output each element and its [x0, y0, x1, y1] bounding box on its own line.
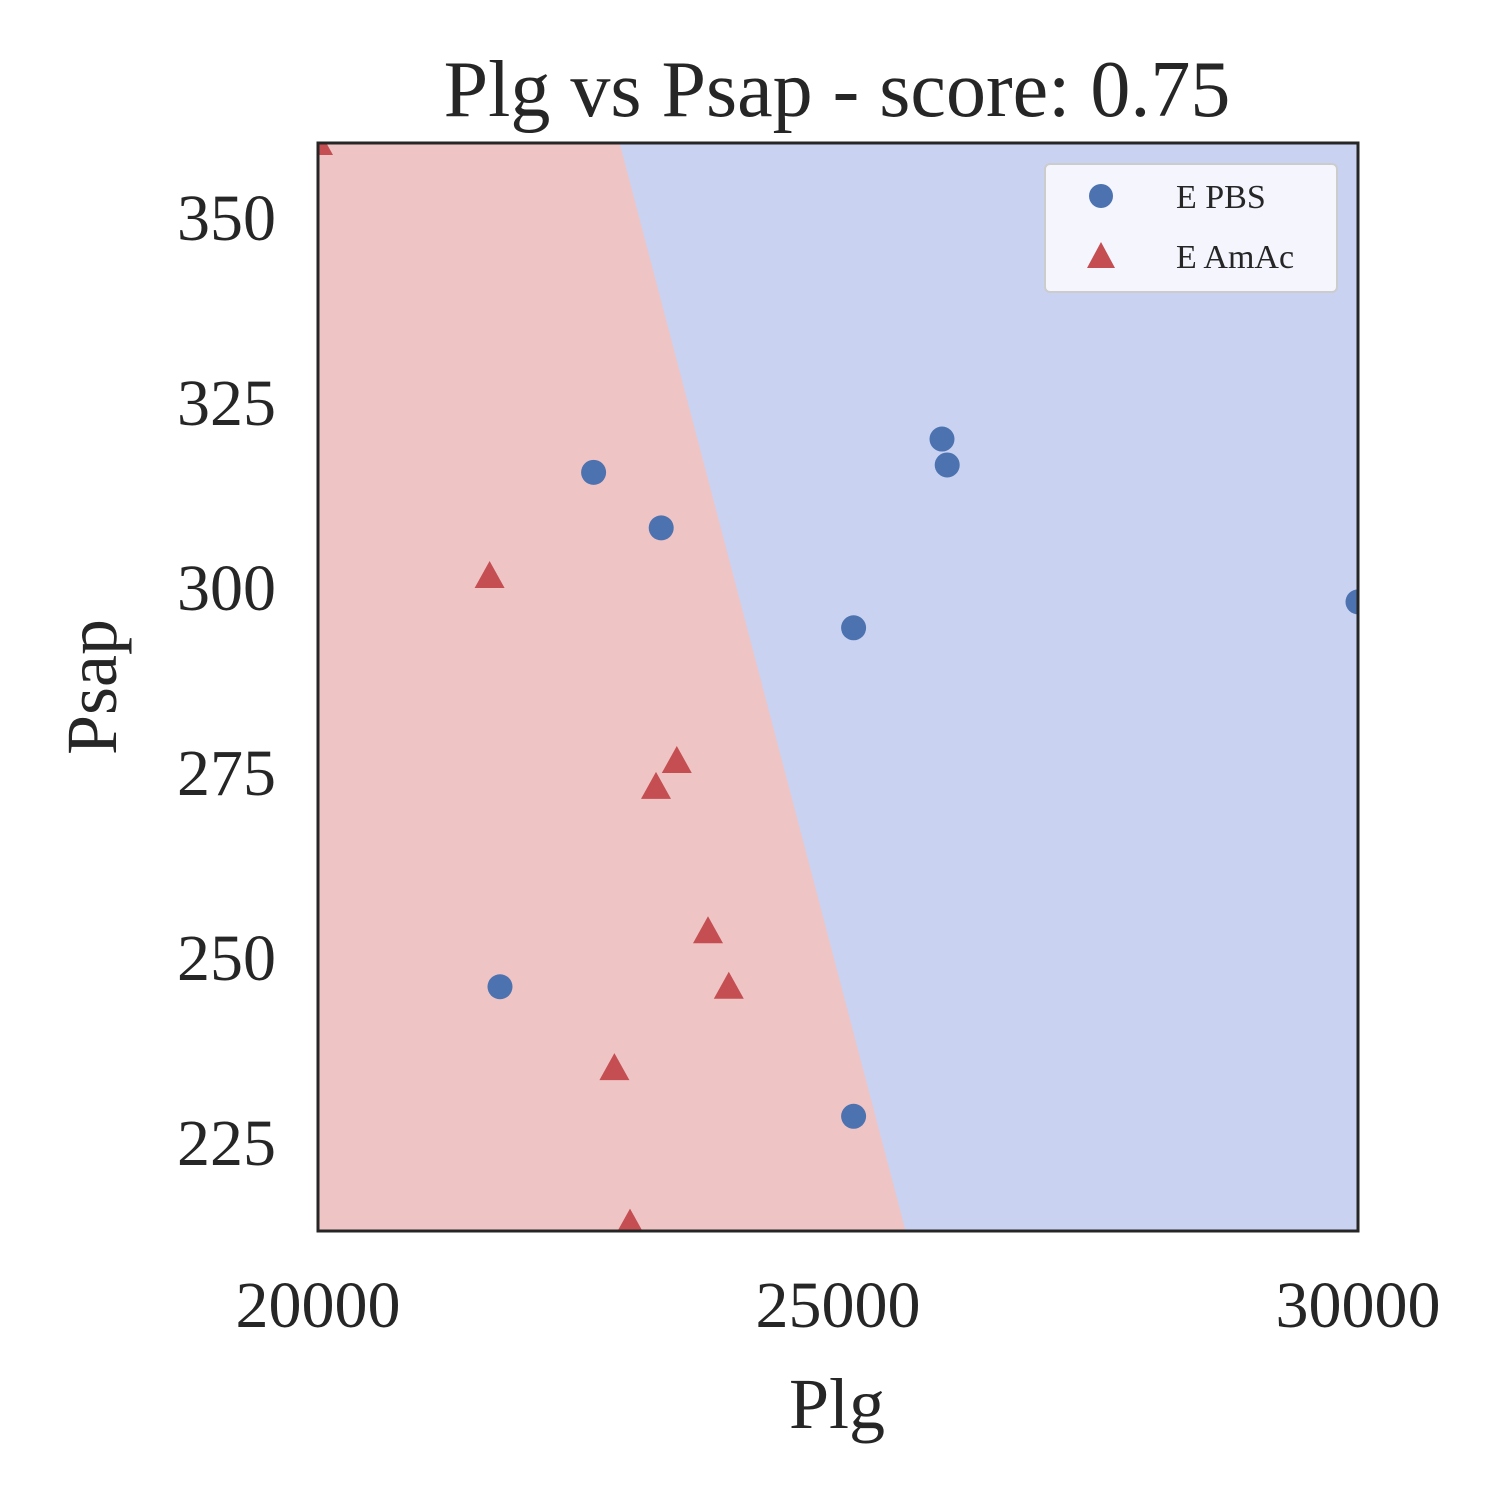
y-tick-label: 350	[177, 182, 276, 255]
point-e-amac	[599, 1053, 630, 1081]
point-e-amac	[713, 971, 744, 999]
point-e-amac	[693, 916, 723, 944]
point-e-pbs	[841, 615, 867, 641]
point-e-pbs	[934, 452, 960, 478]
region-e-amac	[318, 143, 906, 1231]
point-e-amac	[661, 746, 692, 774]
y-tick-label: 225	[177, 1107, 276, 1180]
y-tick-label: 300	[177, 552, 276, 625]
plot-area	[316, 141, 1360, 1233]
point-e-pbs	[581, 459, 607, 485]
point-e-amac	[641, 771, 671, 799]
x-tick-label: 30000	[1276, 1269, 1441, 1342]
legend-marker-e-amac	[1087, 242, 1115, 268]
x-axis-label: Plg	[789, 1364, 885, 1444]
point-e-amac	[318, 143, 333, 155]
y-tick-label: 275	[177, 737, 276, 810]
point-e-amac	[474, 560, 505, 588]
legend-label: E AmAc	[1176, 239, 1294, 276]
y-axis-ticks: 225 250 275 300 325 350	[177, 182, 276, 1180]
point-e-pbs	[1345, 589, 1358, 615]
point-e-amac	[617, 1208, 643, 1231]
plot-frame	[316, 141, 1360, 1233]
point-e-pbs	[841, 1103, 867, 1129]
x-axis-ticks: 20000 25000 30000	[236, 1269, 1441, 1342]
point-e-pbs	[929, 426, 955, 452]
y-tick-label: 250	[177, 922, 276, 995]
y-tick-label: 325	[177, 367, 276, 440]
point-e-pbs	[648, 515, 674, 541]
legend-label: E PBS	[1176, 179, 1266, 216]
chart-title: Plg vs Psap - score: 0.75	[444, 46, 1231, 134]
legend-marker-e-pbs	[1089, 184, 1113, 208]
x-tick-label: 25000	[756, 1269, 921, 1342]
legend-box	[1044, 163, 1338, 293]
legend: E PBS E AmAc	[1044, 163, 1338, 293]
y-axis-label: Psap	[52, 619, 132, 755]
point-e-pbs	[487, 974, 513, 1000]
x-tick-label: 20000	[236, 1269, 401, 1342]
